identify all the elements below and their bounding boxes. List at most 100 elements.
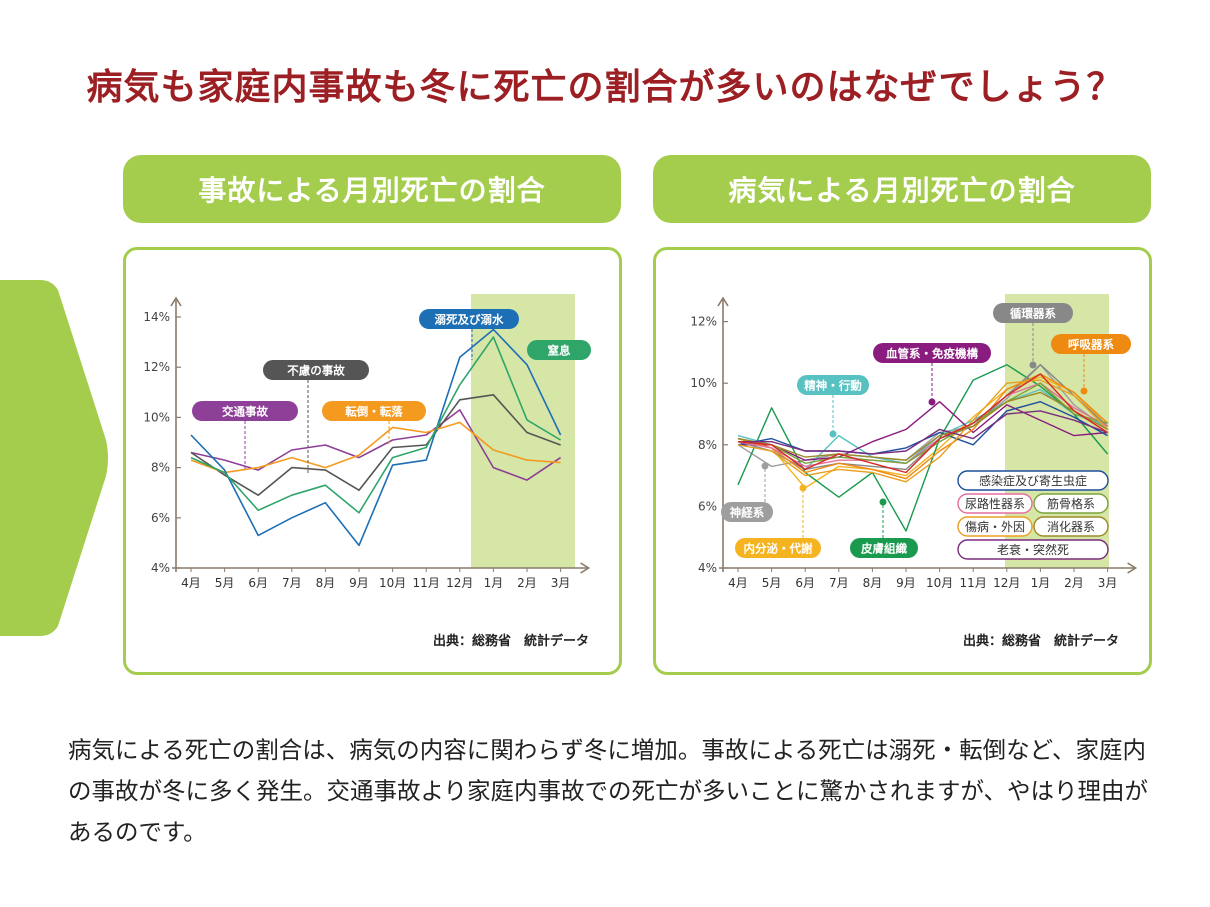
tag-nervous-pill — [721, 502, 773, 522]
legend-injury-box — [957, 516, 1033, 537]
x-tick-label: 8月 — [863, 576, 883, 590]
series-line-3 — [190, 328, 562, 547]
tag-skin: 皮膚組織 — [860, 542, 907, 556]
tag-fall: 転倒・転落 — [345, 405, 403, 419]
series-line-4 — [738, 400, 1108, 461]
tag-endocrine-pill — [735, 538, 821, 558]
y-axis-arrow — [717, 296, 729, 307]
tag-skin-marker — [879, 498, 887, 506]
x-tick-label: 9月 — [349, 576, 369, 590]
tag-traffic-accident: 交通事故 — [222, 405, 268, 419]
y-tick-label: 14% — [143, 310, 170, 324]
x-tick-label: 3月 — [1098, 576, 1118, 590]
y-tick-label: 12% — [143, 360, 170, 374]
tag-unexpected-accident: 不慮の事故 — [287, 364, 345, 378]
x-tick-label: 10月 — [379, 576, 406, 590]
accident-chart-source: 出典：総務省 統計データ — [432, 634, 589, 649]
x-tick-label: 1月 — [1031, 576, 1051, 590]
x-tick-label: 5月 — [762, 576, 782, 590]
series-line-3 — [737, 363, 1109, 532]
x-axis-arrow — [580, 562, 591, 574]
tag-circulatory-immune-pill — [873, 343, 991, 363]
legend-urinary: 尿路性器系 — [965, 496, 1025, 511]
x-tick-label: 7月 — [282, 576, 302, 590]
x-tick-label: 4月 — [181, 576, 201, 590]
series-line-2 — [190, 421, 561, 474]
description-text: 病気による死亡の割合は、病気の内容に関わらず冬に増加。事故による死亡は溺死・転倒… — [68, 736, 1149, 846]
series-line-1 — [190, 394, 561, 496]
x-tick-label: 6月 — [248, 576, 268, 590]
tag-mental: 精神・行動 — [804, 379, 862, 393]
series-line-4 — [190, 336, 562, 514]
legend-injury: 傷病・外因 — [965, 519, 1025, 534]
tag-respiratory: 呼吸器系 — [1068, 338, 1114, 352]
tag-respiratory-marker — [1080, 387, 1088, 395]
x-tick-label: 2月 — [1064, 576, 1084, 590]
y-tick-label: 10% — [690, 376, 717, 390]
series-line-6 — [737, 373, 1109, 480]
x-tick-label: 5月 — [215, 576, 235, 590]
tag-mental-pill — [797, 375, 869, 395]
disease-chart-source: 出典：総務省 統計データ — [962, 634, 1119, 649]
legend-senility-box — [957, 539, 1109, 560]
legend-musculoskeletal: 筋骨格系 — [1047, 496, 1095, 511]
tag-traffic-accident-pill — [192, 401, 298, 421]
tag-circulatory-immune-marker — [928, 398, 936, 406]
series-line-5 — [737, 363, 1109, 471]
tag-mental-marker — [829, 430, 837, 438]
tag-respiratory-pill — [1051, 334, 1131, 354]
legend-urinary-box — [957, 493, 1033, 514]
tag-unexpected-accident-pill — [263, 360, 369, 380]
tag-drowning: 溺死及び溺水 — [435, 313, 504, 327]
series-line-12 — [738, 410, 1108, 455]
tag-endocrine-marker — [799, 484, 807, 492]
disease-chart-title: 病気による月別死亡の割合 — [653, 155, 1151, 223]
series-line-8 — [737, 382, 1108, 468]
legend-infection-box — [957, 470, 1109, 491]
series-line-11 — [737, 391, 1108, 461]
y-tick-label: 6% — [151, 511, 170, 525]
x-tick-label: 7月 — [829, 576, 849, 590]
legend-musculoskeletal-box — [1033, 493, 1109, 514]
tag-endocrine: 内分泌・代謝 — [744, 542, 813, 556]
x-tick-label: 4月 — [728, 576, 748, 590]
series-line-9 — [737, 382, 1108, 465]
page-title: 病気も家庭内事故も冬に死亡の割合が多いのはなぜでしょう？ — [86, 67, 1124, 108]
accident-chart-title: 事故による月別死亡の割合 — [123, 155, 621, 223]
x-tick-label: 10月 — [926, 576, 953, 590]
series-line-13 — [737, 373, 1108, 474]
legend-senility: 老衰・突然死 — [997, 542, 1069, 557]
y-tick-label: 12% — [690, 315, 717, 329]
y-tick-label: 4% — [698, 561, 717, 575]
tag-fall-pill — [322, 401, 426, 421]
legend-digestive: 消化器系 — [1047, 520, 1095, 534]
x-tick-label: 6月 — [795, 576, 815, 590]
tag-nervous: 神経系 — [730, 506, 765, 520]
disease-chart-panel: 4% 6% 8% 10% 12% 4月 5月 6月 7月 8月 9月 10月 11月 12月 1月 2月 3月 神… — [653, 247, 1152, 675]
tag-drowning-pill — [419, 309, 519, 329]
y-tick-label: 8% — [698, 438, 717, 452]
x-tick-label: 8月 — [316, 576, 336, 590]
x-tick-label: 11月 — [413, 576, 440, 590]
x-tick-label: 11月 — [960, 576, 987, 590]
x-tick-label: 3月 — [551, 576, 571, 590]
x-axis-arrow — [1127, 562, 1138, 574]
tag-circulation-pill — [993, 303, 1073, 323]
side-arrow-decoration — [0, 280, 108, 636]
x-tick-label: 2月 — [517, 576, 537, 590]
y-tick-label: 6% — [698, 499, 717, 513]
tag-circulation-marker — [1029, 361, 1037, 369]
x-tick-label: 12月 — [993, 576, 1020, 590]
tag-skin-pill — [850, 538, 918, 558]
accident-chart: 4% 6% 8% 10% 12% 14% 4月 5月 6月 7月 8月 9月 10月 11月 12月 1月 2月… — [143, 294, 591, 590]
y-tick-label: 4% — [151, 561, 170, 575]
x-tick-label: 9月 — [896, 576, 916, 590]
x-tick-label: 1月 — [484, 576, 504, 590]
legend-digestive-box — [1033, 516, 1109, 537]
accident-chart-panel: 4% 6% 8% 10% 12% 14% 4月 5月 6月 7月 8月 9月 10月 11月 12月 1月 2月… — [123, 247, 622, 675]
tag-circulation: 循環器系 — [1009, 307, 1056, 321]
tag-suffocation: 窒息 — [548, 344, 571, 358]
disease-chart: 4% 6% 8% 10% 12% 4月 5月 6月 7月 8月 9月 10月 11月 12月 1月 2月 3月 神… — [690, 294, 1138, 590]
tag-circulatory-immune: 血管系・免疫機構 — [886, 347, 978, 361]
x-tick-label: 12月 — [446, 576, 473, 590]
